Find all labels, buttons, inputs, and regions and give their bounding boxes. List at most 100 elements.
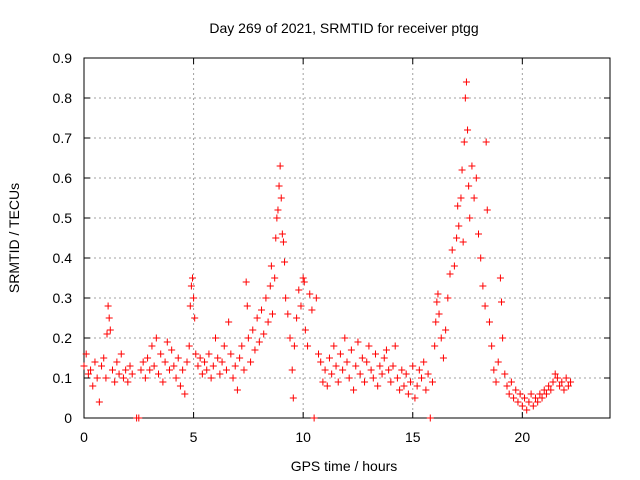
data-point [391,342,399,350]
data-point [439,354,447,362]
data-point [289,394,297,402]
data-point [238,342,246,350]
data-point [196,354,204,362]
data-point [499,334,507,342]
data-point [155,370,163,378]
data-point [466,214,474,222]
data-point [271,274,279,282]
data-point [378,370,386,378]
data-point [163,338,171,346]
data-point [433,298,441,306]
data-point [387,378,395,386]
x-tick-label: 10 [295,429,311,445]
data-point [220,342,228,350]
data-point [255,338,263,346]
data-point [290,342,298,350]
data-point [475,230,482,238]
data-point [181,390,189,398]
data-point [188,274,196,282]
data-point [137,366,145,374]
data-point [321,366,329,374]
data-point [325,354,333,362]
data-point [442,326,450,334]
data-point [139,358,147,366]
data-point [432,318,440,326]
data-point [525,398,533,406]
data-point [128,370,136,378]
data-point [503,382,511,390]
data-point [225,318,233,326]
axes [83,57,611,419]
data-point [126,362,134,370]
data-point [363,358,371,366]
data-point [330,342,338,350]
data-point [288,366,296,374]
data-point [415,366,423,374]
data-point [512,386,520,394]
data-point [365,342,373,350]
data-point [244,334,252,342]
data-point [205,350,213,358]
data-point [453,234,461,242]
data-point [470,194,478,202]
data-point [172,374,180,382]
data-point [176,382,184,390]
data-point [334,378,342,386]
data-point [267,262,275,270]
data-point [371,350,379,358]
data-point [286,334,294,342]
data-point [328,370,336,378]
data-point [482,138,490,146]
y-tick-label: 0.5 [53,210,73,226]
data-point [490,366,498,374]
data-point [80,362,88,370]
plot-frame [83,57,611,419]
data-point [332,362,340,370]
data-point [393,374,401,382]
data-point [496,274,504,282]
data-point [231,362,239,370]
data-point [485,318,493,326]
data-point [247,358,255,366]
data-point [212,334,219,342]
data-point [111,378,119,386]
data-point [103,330,111,338]
data-point [424,370,432,378]
data-point [141,374,149,382]
data-point [481,302,489,310]
data-point [317,358,325,366]
data-point [343,358,351,366]
data-point [549,378,557,386]
data-point [382,346,390,354]
data-point [264,318,272,326]
data-point [207,374,215,382]
y-axis-label: SRMTID / TECUs [6,183,22,293]
data-point [216,370,224,378]
data-point [273,214,281,222]
data-point [209,362,217,370]
data-point [437,334,445,342]
data-point [418,374,426,382]
x-axis-label: GPS time / hours [291,458,398,474]
data-point [201,358,209,366]
data-point [404,390,412,398]
data-point [260,330,268,338]
y-tick-label: 0.6 [53,170,73,186]
data-point [187,282,195,290]
data-point [464,126,472,134]
data-point [124,378,132,386]
x-tick-label: 15 [405,429,421,445]
data-point [477,254,485,262]
data-point [516,390,524,398]
data-point [407,378,415,386]
data-point [253,314,261,322]
data-point [431,342,439,350]
data-point [295,286,303,294]
data-point [243,302,251,310]
data-point [227,350,235,358]
data-point [547,386,555,394]
data-point [117,350,125,358]
data-point [450,262,458,270]
data-point [194,362,202,370]
